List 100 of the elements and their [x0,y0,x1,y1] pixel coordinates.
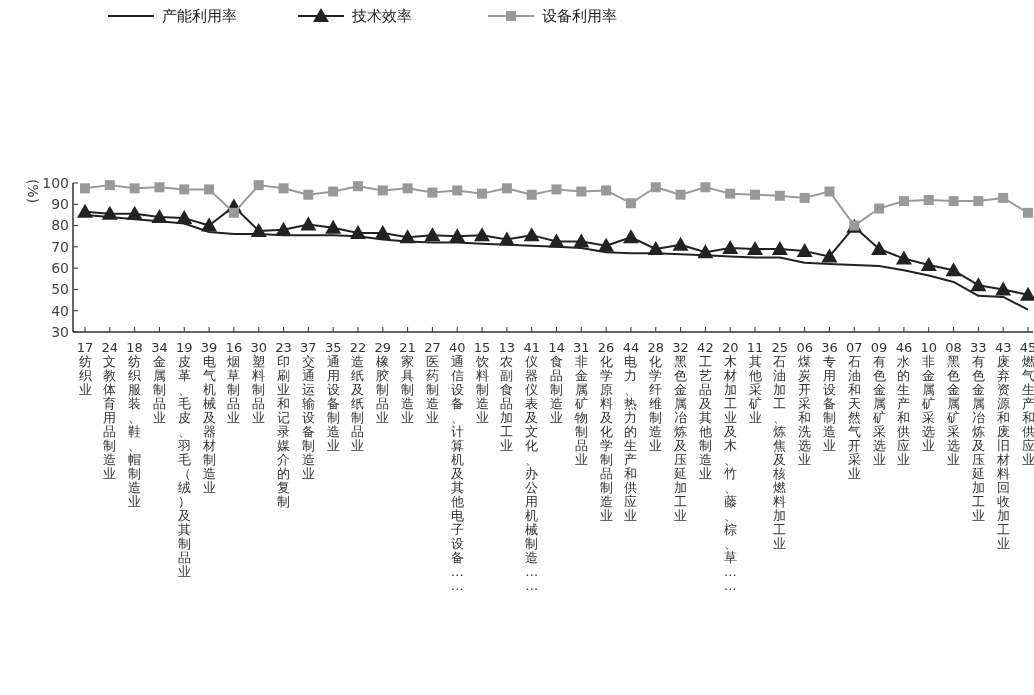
point [498,231,515,246]
point [477,188,488,199]
point [179,184,190,195]
category-label: 09有色金属矿采选业 [870,339,888,468]
point [998,192,1009,203]
point [349,225,366,240]
point [151,209,168,224]
point [424,227,441,242]
x-tick-label: 14食品制造业 [548,339,565,425]
point [970,277,987,292]
category-label: 42工艺品及其他制造业 [697,339,714,482]
point [725,188,736,199]
point [774,190,785,201]
y-tick-label: 100 [42,174,69,191]
x-tick-label: 34金属制品业 [151,339,168,425]
category-label: 26化学原料及化学制品制造业 [597,339,615,524]
x-tick-label: 28化学纤维制造业 [647,339,665,453]
point [750,189,761,200]
y-tick-label: 40 [51,302,69,319]
point [129,183,140,194]
point [374,225,391,240]
point [501,183,512,194]
point [250,222,267,237]
point [945,262,962,277]
y-tick-label: 50 [51,281,69,298]
point [352,181,363,192]
point [973,196,984,207]
point [551,184,562,195]
category-label: 23印刷业和记录媒介的复制 [275,339,292,510]
category-label: 06煤炭开采和洗选业 [796,339,813,468]
point [449,228,466,243]
legend-label: 技术效率 [351,7,412,25]
y-tick-label: 90 [51,196,69,213]
category-label: 20木材加工业及木、竹、藤、棕、草…… [721,339,739,594]
category-label: 31非金属矿物制品业 [573,339,590,468]
y-tick-label: 30 [51,323,69,340]
point [948,196,959,207]
y-tick-label: 80 [51,217,69,234]
point [275,221,292,236]
point [650,182,661,193]
point [697,244,714,259]
point [995,281,1012,296]
category-label: 07石油和天然气开采业 [846,339,863,482]
point [80,183,90,194]
point [598,237,615,252]
category-label: 37交通运输设备制造业 [300,339,317,482]
point [377,185,388,196]
category-label: 43废弃资源和废旧材料回收加工业 [994,339,1012,552]
legend-label: 设备利用率 [542,7,617,25]
point [325,219,342,234]
x-tick-label: 27医药制造业 [424,339,441,425]
x-tick-label: 36专用设备制造业 [821,339,838,453]
point [796,243,813,258]
point [201,217,218,232]
category-label: 44电力、热力的生产和供应业 [622,339,640,524]
y-axis-title: (%) [25,178,41,204]
point [821,248,838,263]
category-label: 24文教体育用品制造业 [101,339,119,482]
point [675,189,686,200]
point [452,185,463,196]
category-label: 18纺织服装、鞋、帽制造业 [126,339,143,510]
point [399,229,416,244]
x-tick-label: 35通用设备制造业 [324,339,342,453]
point [154,182,165,193]
point [228,207,239,218]
legend-label: 产能利用率 [162,7,237,25]
point [104,180,115,191]
category-label: 41仪器仪表及文化、办公用机械制造…… [523,339,540,594]
point [526,189,537,200]
point [278,183,289,194]
point [474,227,491,242]
x-tick-label: 29橡胶制品业 [374,339,392,425]
point [722,239,739,254]
point [625,198,636,209]
point [300,216,317,231]
point [874,203,885,214]
point [176,210,193,225]
point [77,203,93,218]
point [898,196,909,207]
point [204,184,215,195]
x-tick-label: 22造纸及纸制品业 [349,339,367,453]
category-label: 32黑色金属冶炼及压延加工业 [672,339,689,524]
category-label: 39电气机械及器材制造业 [200,339,218,496]
point [920,256,937,271]
point [402,183,413,194]
point [771,240,788,255]
x-tick-label: 30塑料制品业 [250,339,267,425]
point [824,186,835,197]
point [101,205,118,220]
x-tick-label: 21家具制造业 [399,339,416,425]
point [253,180,264,191]
point [700,182,711,193]
point [1023,207,1033,218]
point [573,233,590,248]
category-label: 40通信设备、计算机及其他电子设备…… [448,339,466,594]
point [923,195,934,206]
point [126,205,143,220]
x-tick-label: 11其他采矿业 [746,339,764,425]
point [427,187,438,198]
x-tick-label: 16烟草制品业 [225,339,243,425]
